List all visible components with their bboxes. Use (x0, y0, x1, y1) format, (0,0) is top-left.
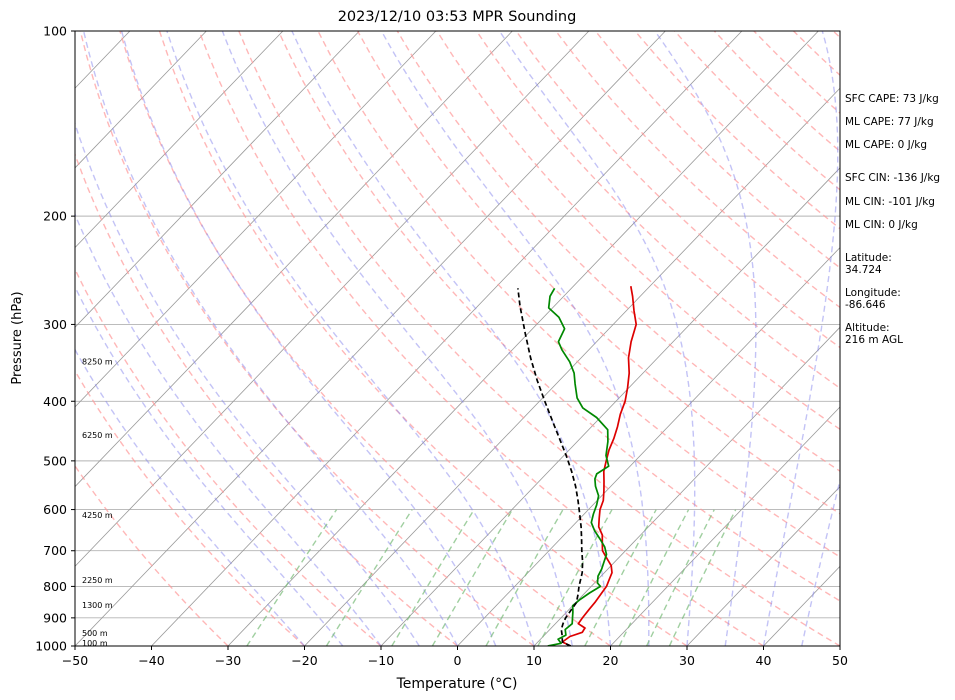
longitude-text: Longitude: -86.646 (845, 287, 901, 311)
y-tick-label: 400 (43, 394, 67, 409)
moist-adiabat-line (75, 212, 382, 646)
height-label: 100 m (82, 639, 108, 648)
ml-cin-2-text: ML CIN: 0 J/kg (845, 219, 918, 231)
moist-adiabat-line (75, 285, 344, 646)
mixing-ratio-line (325, 509, 413, 646)
moist-adiabat-line (291, 31, 612, 646)
moist-adiabat-line (75, 121, 420, 646)
temperature-line (561, 286, 638, 646)
y-tick-label: 600 (43, 502, 67, 517)
mixing-ratio-line (645, 509, 715, 646)
height-label: 4250 m (82, 511, 113, 520)
ml-cape-text: ML CAPE: 77 J/kg (845, 116, 934, 128)
x-tick-label: −30 (215, 653, 241, 668)
dry-adiabat-line (119, 31, 611, 646)
mixing-ratio-line (391, 509, 475, 646)
dry-adiabat-line (75, 369, 305, 646)
x-tick-label: −50 (62, 653, 88, 668)
mixing-ratio-line (246, 509, 338, 646)
y-tick-label: 700 (43, 543, 67, 558)
sfc-cape-text: SFC CAPE: 73 J/kg (845, 93, 939, 105)
height-label: 8250 m (82, 357, 113, 366)
moist-adiabat-line (380, 31, 650, 646)
isotherm-line (533, 326, 840, 646)
dry-adiabat-line (79, 31, 535, 646)
moist-adiabat-line (801, 477, 840, 646)
parcel-profile-line (517, 288, 584, 646)
isotherm-line (75, 31, 513, 488)
height-label: 500 m (82, 629, 108, 638)
isotherm-line (686, 486, 840, 646)
isotherm-line (75, 31, 207, 169)
x-tick-label: 40 (756, 653, 772, 668)
ml-cape-2-text: ML CAPE: 0 J/kg (845, 139, 928, 151)
x-tick-label: −20 (291, 653, 317, 668)
dry-adiabat-line (317, 31, 840, 558)
moist-adiabat-line (166, 31, 535, 646)
dry-adiabat-line (475, 31, 840, 390)
dry-adiabat-line (277, 31, 840, 602)
mixing-ratio-line (584, 509, 657, 646)
chart-title: 2023/12/10 03:53 MPR Sounding (338, 9, 577, 25)
dry-adiabat-line (75, 464, 229, 646)
y-tick-label: 800 (43, 579, 67, 594)
dry-adiabat-line (555, 31, 840, 309)
x-tick-label: −40 (138, 653, 164, 668)
moist-adiabat-line (762, 31, 839, 646)
height-label: 6250 m (82, 431, 113, 440)
isotherm-line (457, 246, 840, 646)
moist-adiabat-line (75, 348, 305, 646)
dry-adiabat-line (198, 31, 764, 646)
x-tick-label: 20 (603, 653, 619, 668)
mixing-ratio-line (431, 509, 514, 646)
height-label: 2250 m (82, 576, 113, 585)
mixing-ratio-line (668, 509, 737, 646)
x-tick-label: 30 (679, 653, 695, 668)
y-tick-label: 200 (43, 209, 67, 224)
isotherm-line (75, 31, 666, 646)
moist-adiabat-line (82, 31, 459, 646)
mixing-ratio-line (537, 509, 613, 646)
y-tick-label: 1000 (35, 639, 67, 654)
moist-adiabat-line (654, 31, 757, 646)
y-tick-label: 900 (43, 610, 67, 625)
x-tick-label: 0 (454, 653, 462, 668)
height-label: 1300 m (82, 601, 113, 610)
y-tick-label: 300 (43, 317, 67, 332)
y-tick-label: 500 (43, 453, 67, 468)
latitude-text: Latitude: 34.724 (845, 252, 892, 276)
ml-cin-text: ML CIN: -101 J/kg (845, 196, 935, 208)
isotherm-line (75, 31, 360, 328)
dry-adiabat-line (356, 31, 840, 515)
isotherm-line (380, 167, 840, 646)
isotherm-line (304, 87, 840, 646)
y-axis-label: Pressure (hPa) (10, 291, 25, 384)
x-tick-label: 50 (832, 653, 848, 668)
dry-adiabat-line (158, 31, 688, 646)
dry-adiabat-line (238, 31, 840, 646)
x-tick-label: −10 (368, 653, 394, 668)
moist-adiabat-line (498, 31, 696, 646)
mixing-ratio-line (618, 509, 690, 646)
isotherm-line (75, 31, 437, 408)
sfc-cin-text: SFC CIN: -136 J/kg (845, 172, 941, 184)
isotherm-line (610, 406, 840, 646)
moist-adiabat-line (221, 31, 573, 646)
altitude-text: Altitude: 216 m AGL (845, 322, 903, 346)
isotherm-line (75, 31, 590, 567)
isotherm-line (75, 31, 284, 249)
y-tick-label: 100 (43, 24, 67, 39)
mixing-ratio-line (485, 509, 564, 646)
background-lines (75, 31, 840, 646)
isotherm-line (227, 31, 819, 646)
x-tick-label: 10 (526, 653, 542, 668)
dry-adiabat-line (515, 31, 840, 349)
dry-adiabat-line (75, 267, 382, 646)
x-axis-label: Temperature (°C) (396, 676, 518, 692)
dewpoint-line (547, 287, 610, 646)
